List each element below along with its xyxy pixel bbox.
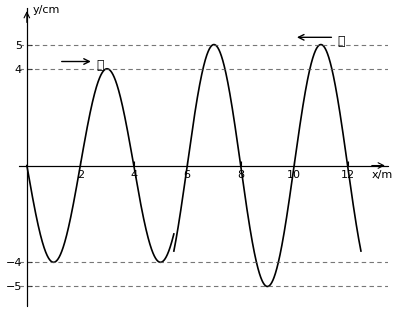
Text: 乙: 乙: [337, 35, 344, 47]
Text: 甲: 甲: [96, 59, 104, 72]
Text: x/m: x/m: [372, 170, 393, 179]
Text: y/cm: y/cm: [32, 5, 60, 15]
